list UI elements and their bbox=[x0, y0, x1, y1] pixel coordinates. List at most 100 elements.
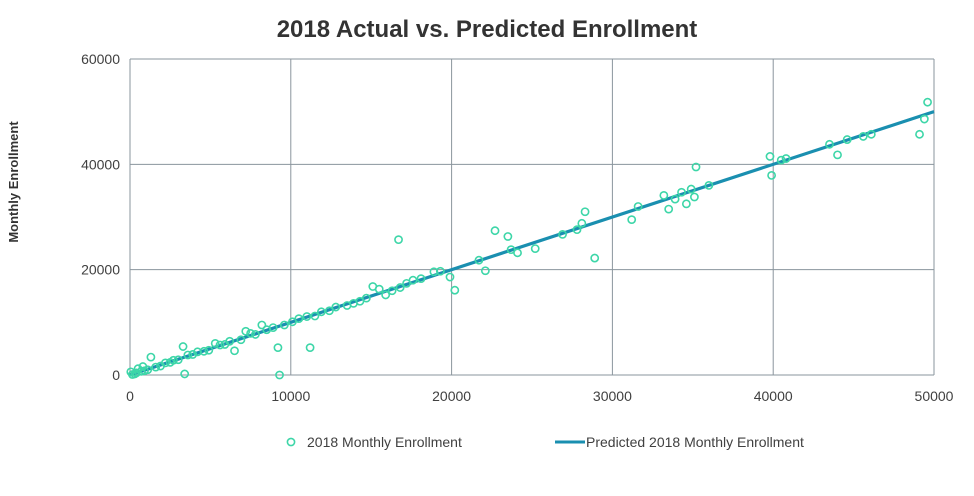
scatter-point bbox=[506, 245, 516, 255]
trend-line-layer bbox=[129, 110, 935, 377]
scatter-point bbox=[146, 352, 156, 362]
scatter-point bbox=[126, 367, 136, 377]
scatter-point bbox=[288, 317, 297, 327]
scatter-point bbox=[180, 369, 190, 379]
scatter-point bbox=[450, 285, 460, 295]
x-tick-label: 20000 bbox=[432, 388, 471, 404]
scatter-point bbox=[691, 162, 701, 172]
scatter-point bbox=[686, 184, 696, 194]
predicted-trend-line bbox=[129, 110, 935, 377]
scatter-point bbox=[490, 226, 500, 236]
scatter-point bbox=[781, 154, 791, 163]
scatter-point bbox=[503, 232, 513, 241]
scatter-point bbox=[677, 187, 686, 197]
scatter-point bbox=[275, 370, 284, 380]
scatter-point bbox=[627, 215, 637, 225]
scatter-point bbox=[381, 290, 391, 300]
scatter-point bbox=[302, 312, 312, 321]
scatter-point bbox=[919, 114, 929, 124]
scatter-point bbox=[577, 218, 587, 228]
scatter-point bbox=[659, 191, 669, 200]
scatter-point bbox=[387, 286, 397, 296]
legend-marker-scatter bbox=[286, 437, 296, 447]
x-tick-label: 0 bbox=[126, 388, 134, 404]
scatter-point bbox=[368, 282, 378, 291]
legend-label-line: Predicted 2018 Monthly Enrollment bbox=[586, 434, 804, 450]
x-tick-label: 50000 bbox=[915, 388, 954, 404]
legend-label-scatter: 2018 Monthly Enrollment bbox=[307, 434, 462, 450]
scatter-point bbox=[833, 150, 842, 160]
scatter-point bbox=[236, 335, 246, 345]
scatter-point bbox=[580, 207, 590, 217]
scatter-point bbox=[858, 132, 868, 141]
scatter-point bbox=[215, 340, 225, 350]
scatter-point bbox=[262, 325, 272, 335]
scatter-point bbox=[765, 152, 775, 161]
scatter-point bbox=[220, 340, 230, 349]
scatter-point bbox=[316, 307, 326, 317]
scatter-point bbox=[394, 235, 403, 245]
scatter-point bbox=[241, 326, 251, 336]
scatter-point bbox=[210, 338, 220, 348]
scatter-point bbox=[310, 311, 320, 321]
scatter-point bbox=[776, 155, 786, 165]
y-tick-label: 40000 bbox=[81, 156, 120, 172]
scatter-point bbox=[324, 306, 334, 316]
scatter-point bbox=[178, 342, 188, 351]
scatter-point bbox=[633, 202, 643, 211]
y-tick-label: 20000 bbox=[81, 262, 120, 278]
scatter-point bbox=[416, 274, 426, 284]
scatter-point bbox=[395, 283, 405, 292]
scatter-point bbox=[257, 320, 267, 330]
scatter-point bbox=[183, 350, 193, 360]
scatter-point bbox=[204, 345, 214, 355]
legend: 2018 Monthly Enrollment Predicted 2018 M… bbox=[286, 434, 804, 450]
scatter-point bbox=[825, 139, 834, 149]
scatter-point bbox=[251, 330, 260, 339]
scatter-point bbox=[305, 343, 315, 353]
scatter-point bbox=[445, 272, 455, 282]
scatter-points bbox=[126, 97, 932, 380]
y-tick-label: 0 bbox=[112, 367, 120, 383]
scatter-point bbox=[590, 253, 600, 263]
scatter-point bbox=[842, 135, 852, 144]
scatter-point bbox=[558, 229, 567, 239]
scatter-point bbox=[342, 301, 352, 310]
scatter-point bbox=[246, 328, 255, 338]
scatter-point bbox=[156, 361, 165, 371]
scatter-point bbox=[402, 278, 411, 288]
scatter-point bbox=[572, 225, 582, 235]
scatter-point bbox=[681, 199, 691, 209]
chart-title: 2018 Actual vs. Predicted Enrollment bbox=[277, 16, 698, 43]
scatter-point bbox=[866, 129, 876, 139]
scatter-point bbox=[530, 244, 540, 253]
scatter-point bbox=[923, 97, 932, 107]
scatter-point bbox=[273, 343, 283, 353]
scatter-point bbox=[704, 180, 714, 190]
scatter-point bbox=[915, 129, 924, 139]
scatter-point bbox=[138, 362, 148, 371]
scatter-point bbox=[474, 255, 484, 265]
scatter-point bbox=[230, 346, 239, 356]
x-tick-label: 10000 bbox=[271, 388, 310, 404]
tick-labels: 0 10000 20000 30000 40000 50000 0 20000 40000 600… bbox=[81, 51, 954, 404]
scatter-point bbox=[670, 194, 680, 204]
y-axis-label: Monthly Enrollment bbox=[6, 121, 21, 243]
grid-lines bbox=[129, 58, 935, 376]
scatter-point bbox=[279, 320, 289, 330]
scatter-point bbox=[173, 355, 183, 365]
scatter-point bbox=[767, 170, 776, 180]
scatter-point bbox=[151, 362, 161, 372]
x-tick-label: 40000 bbox=[754, 388, 793, 404]
scatter-point bbox=[690, 192, 699, 202]
scatter-point bbox=[132, 368, 141, 378]
y-tick-label: 60000 bbox=[81, 51, 120, 67]
scatter-point bbox=[331, 302, 341, 312]
scatter-point bbox=[664, 204, 674, 214]
scatter-point bbox=[480, 266, 490, 276]
scatter-point bbox=[188, 350, 198, 359]
scatter-point bbox=[429, 267, 439, 277]
scatter-point bbox=[165, 357, 175, 367]
